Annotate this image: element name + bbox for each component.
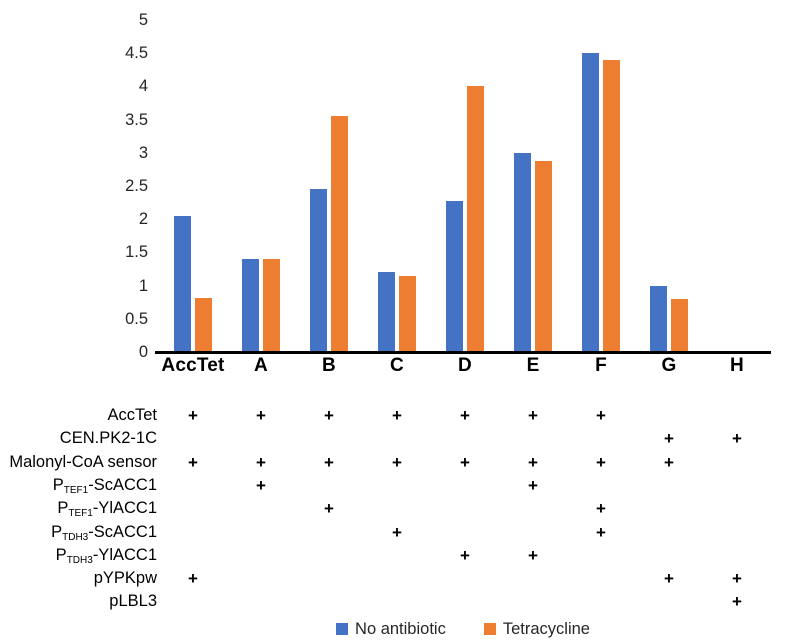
plus-mark: + (188, 406, 198, 425)
y-tick-label: 1.5 (125, 243, 148, 262)
x-category-label: B (322, 355, 336, 376)
matrix-row-label: AccTet (107, 406, 157, 424)
matrix-row-label: pYPKpw (93, 569, 157, 588)
bar-tetracycline (671, 298, 688, 352)
plus-mark: + (460, 545, 470, 565)
plus-mark: + (732, 429, 742, 449)
bar-no-antibiotic (446, 201, 463, 352)
plus-mark: + (256, 475, 266, 495)
bar-no-antibiotic (650, 285, 667, 352)
y-tick-label: 0 (138, 343, 148, 361)
plus-mark: + (256, 406, 266, 425)
matrix-row: PTDH3-YlACC1 + + (0, 544, 793, 567)
matrix-row-label: Malonyl-CoA sensor (9, 452, 157, 471)
matrix-row-label: pLBL3 (109, 592, 157, 611)
y-tick-label: 5 (138, 11, 148, 29)
plus-mark: + (460, 452, 470, 472)
promoter-subscript: TDH3 (62, 531, 89, 543)
bar-no-antibiotic (242, 259, 259, 352)
x-category-label: D (458, 355, 472, 376)
plus-mark: + (596, 452, 606, 472)
plus-mark: + (188, 569, 198, 589)
plus-mark: + (392, 406, 402, 425)
bar-tetracycline (399, 275, 416, 352)
matrix-row: PTEF1-ScACC1 + + (0, 474, 793, 497)
bar-no-antibiotic (582, 53, 599, 352)
legend-item: No antibiotic (336, 620, 446, 639)
plus-mark: + (664, 429, 674, 449)
matrix-row: PTEF1-YlACC1 + + (0, 497, 793, 520)
plus-mark: + (664, 569, 674, 589)
bar-tetracycline (263, 259, 280, 352)
plus-mark: + (596, 499, 606, 519)
matrix-row: Malonyl-CoA sensor + + + + + + + + (0, 451, 793, 474)
matrix-row: pLBL3 + (0, 590, 793, 613)
bar-no-antibiotic (514, 152, 531, 352)
bar-no-antibiotic (310, 189, 327, 352)
x-category-label: H (730, 355, 744, 376)
legend-label: No antibiotic (355, 619, 446, 638)
plus-mark: + (732, 592, 742, 612)
bar-tetracycline (535, 161, 552, 352)
x-category-label: G (661, 355, 677, 376)
bar-tetracycline (467, 86, 484, 352)
bar-tetracycline (195, 297, 212, 352)
plus-mark: + (324, 406, 334, 425)
plus-mark: + (324, 499, 334, 519)
plus-mark: + (324, 452, 334, 472)
x-category-label: C (390, 355, 404, 376)
matrix-row: PTDH3-ScACC1 + + (0, 521, 793, 544)
promoter-subscript: TEF1 (68, 508, 93, 520)
chart-legend: No antibiotic Tetracycline (155, 616, 771, 642)
y-tick-label: 3 (138, 143, 148, 162)
y-tick-label: 4.5 (125, 44, 148, 63)
y-tick-label: 2.5 (125, 177, 148, 195)
bar-no-antibiotic (378, 272, 395, 352)
matrix-row: pYPKpw + + + (0, 567, 793, 590)
matrix-row: CEN.PK2-1C + + (0, 427, 793, 450)
matrix-row-label: CEN.PK2-1C (59, 429, 157, 448)
plus-mark: + (528, 545, 538, 565)
matrix-row-label: PTDH3-YlACC1 (55, 545, 157, 566)
plus-mark: + (188, 452, 198, 472)
x-category-label: F (595, 355, 607, 376)
matrix-row: AccTet + + + + + + + (0, 404, 793, 427)
plus-mark: + (392, 522, 402, 542)
matrix-row-label: PTDH3-ScACC1 (51, 522, 157, 543)
legend-label: Tetracycline (502, 619, 590, 638)
legend-item: Tetracycline (483, 619, 590, 639)
plus-mark: + (528, 452, 538, 472)
matrix-row-label: PTEF1-YlACC1 (57, 499, 157, 520)
y-tick-label: 3.5 (125, 110, 148, 129)
bar-no-antibiotic (174, 215, 191, 352)
y-tick-label: 1 (138, 276, 148, 295)
plus-mark: + (596, 522, 606, 542)
plus-mark: + (732, 569, 742, 589)
bar-tetracycline (603, 59, 620, 352)
x-category-label: A (254, 355, 268, 376)
bar-tetracycline (331, 116, 348, 352)
plus-mark: + (664, 452, 674, 472)
y-tick-label: 0.5 (125, 309, 148, 328)
x-category-label: AccTet (161, 355, 225, 376)
legend-swatch (336, 623, 349, 635)
promoter-subscript: TEF1 (63, 484, 89, 496)
y-tick-label: 2 (138, 210, 148, 229)
promoter-subscript: TDH3 (66, 554, 93, 566)
matrix-row-label: PTEF1-ScACC1 (52, 475, 157, 496)
plus-mark: + (596, 406, 606, 425)
plus-mark: + (528, 406, 538, 425)
y-tick-label: 4 (138, 77, 148, 96)
plus-mark: + (460, 406, 470, 425)
x-category-label: E (526, 355, 540, 376)
plus-mark: + (528, 475, 538, 495)
plus-mark: + (256, 452, 266, 472)
legend-swatch (483, 623, 496, 635)
x-axis-line (155, 351, 771, 354)
plus-mark: + (392, 452, 402, 472)
